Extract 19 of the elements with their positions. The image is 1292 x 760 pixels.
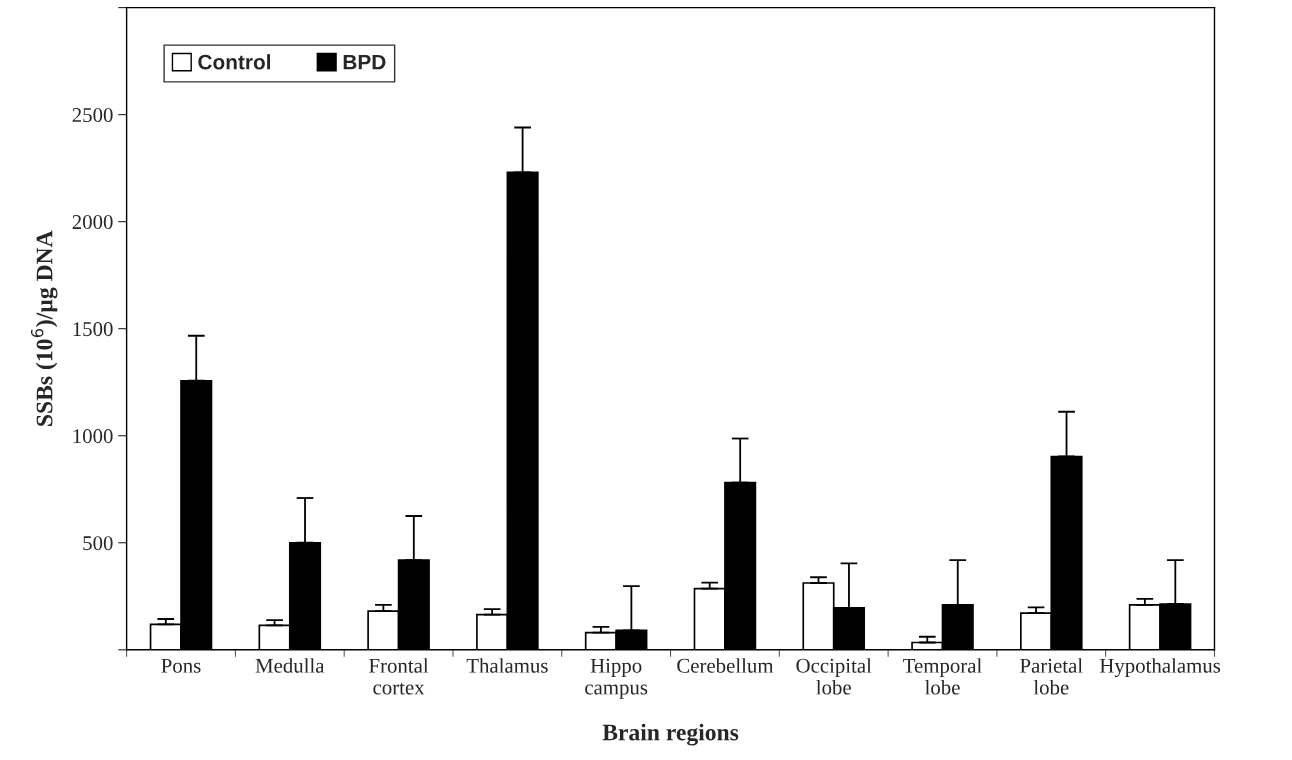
legend-label: Control [198,54,271,70]
y-tick-label: 500 [83,536,113,551]
x-tick-label: Temporal lobe [903,658,982,695]
legend-label: BPD [343,54,386,70]
x-tick-label: Parietal lobe [1020,658,1083,695]
x-tick-label: Medulla [255,658,325,673]
x-tick-label: Thalamus [466,658,548,673]
y-tick-label: 2000 [72,215,113,230]
x-tick-label: Hypothalamus [1099,658,1221,678]
y-tick-label: 2500 [72,108,113,123]
x-tick-label: Hippo campus [585,658,648,699]
x-tick-label: Pons [161,658,201,673]
x-tick-label: Cerebellum [677,658,774,673]
x-axis-title: Brain regions [602,723,739,746]
x-tick-label: Frontal cortex [369,658,429,695]
y-axis-title: SSBs (10$^{6}$)/µg DNA [30,230,58,426]
x-tick-label: Occipital lobe [796,658,872,695]
y-tick-label: 1000 [73,429,113,444]
y-tick-label: 1500 [73,322,113,337]
